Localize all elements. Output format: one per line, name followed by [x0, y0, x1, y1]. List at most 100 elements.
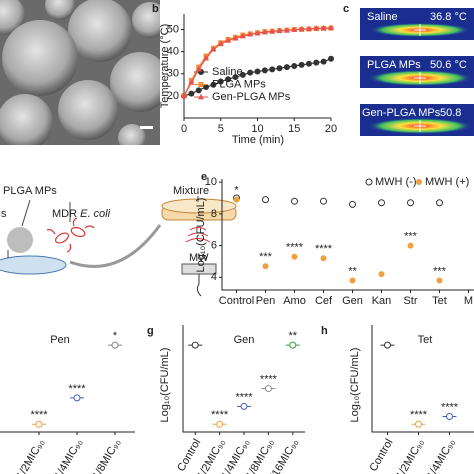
data-point: [188, 79, 195, 85]
data-point: [217, 78, 224, 85]
x-tick-label: 0: [181, 123, 187, 135]
axis: [182, 325, 305, 433]
data-point: [73, 394, 81, 402]
significance-label: ****: [211, 409, 229, 421]
data-point: [283, 27, 290, 33]
diagram-label: s: [1, 208, 7, 220]
data-point: [261, 28, 268, 35]
legend-label: MWH (+): [425, 176, 469, 188]
data-point: [378, 199, 385, 207]
y-tick-label: 4: [211, 271, 217, 283]
y-axis-label: Log₁₀(CFU/mL): [349, 348, 361, 423]
significance-label: ***: [433, 265, 447, 277]
significance-label: ****: [30, 409, 48, 421]
data-point: [436, 199, 443, 207]
y-axis-label: Temperature (°C): [159, 24, 171, 108]
significance-label: ****: [235, 391, 253, 403]
data-point: [276, 27, 283, 34]
x-tick-label: Amo: [283, 295, 306, 307]
data-point: [210, 46, 217, 52]
data-point: [261, 67, 268, 74]
data-point: [298, 61, 305, 68]
x-tick-label: M: [464, 295, 473, 307]
x-tick-label: Str: [403, 295, 417, 307]
x-tick-label: 10: [251, 123, 263, 135]
y-axis-label: Log₁₀(CFU/mL): [159, 348, 171, 423]
significance-label: ****: [410, 409, 428, 421]
data-point: [232, 35, 239, 41]
data-point: [262, 196, 269, 204]
data-point: [378, 271, 385, 278]
significance-label: ****: [441, 401, 459, 413]
data-point: [188, 90, 195, 97]
data-point: [210, 81, 217, 88]
diagram-label: PLGA MPs: [3, 185, 57, 197]
data-point: [225, 37, 232, 43]
thermal-label: Gen-PLGA MPs: [362, 107, 441, 119]
thermal-images: Saline 36.8 °C PLGA MPs 50.6 °C Gen-PLGA…: [360, 8, 474, 136]
data-point: [195, 87, 202, 94]
legend-label: Gen-PLGA MPs: [212, 91, 291, 103]
data-point: [269, 66, 276, 73]
data-point: [313, 25, 320, 31]
significance-label: ***: [259, 251, 273, 263]
x-tick-label: 1/4MIC₉₀: [53, 437, 86, 474]
panel-title: Gen: [234, 334, 255, 346]
data-point: [264, 385, 272, 393]
panel-label: g: [147, 325, 154, 337]
y-tick-label: 30: [167, 68, 179, 80]
diagram-label: MW: [189, 252, 209, 264]
axis: [371, 325, 474, 433]
significance-label: *: [234, 185, 239, 197]
data-point: [217, 40, 224, 47]
y-axis-label: Log₁₀(CFU/mL): [195, 198, 207, 273]
panel-label: b: [152, 3, 159, 15]
thermal-temp: 50.8: [440, 107, 461, 119]
y-tick-label: 50: [167, 23, 179, 35]
data-point: [291, 26, 298, 32]
legend-label: Saline: [212, 66, 243, 78]
legend-label: MWH (-): [375, 176, 417, 188]
data-point: [320, 58, 327, 65]
data-point: [225, 76, 232, 83]
axis: [221, 179, 474, 291]
data-point: [289, 341, 297, 349]
data-point: [247, 31, 254, 37]
data-point: [269, 28, 276, 34]
data-point: [195, 66, 202, 72]
data-point: [254, 68, 261, 75]
diagram-label: E. coli: [80, 208, 111, 220]
data-point: [191, 341, 199, 349]
data-point: [262, 263, 269, 270]
x-tick-label: Control: [219, 295, 254, 307]
x-tick-label: Cef: [315, 295, 333, 307]
legend-marker: [365, 178, 373, 186]
legend-marker: [198, 93, 204, 100]
data-point: [233, 196, 240, 203]
data-point: [291, 63, 298, 69]
data-point: [283, 64, 290, 71]
data-point: [305, 60, 312, 67]
diagram-label: MDR E. coli: [52, 208, 111, 220]
x-axis-label: Time (min): [232, 134, 284, 146]
data-point: [254, 30, 261, 36]
data-point: [415, 420, 422, 428]
data-point: [111, 341, 119, 349]
legend-marker: [416, 179, 422, 185]
x-tick-label: 5: [218, 123, 224, 135]
data-point: [349, 277, 356, 284]
panel-title: Pen: [50, 334, 70, 346]
diagram: PLGA MPs s MDR E. coli Mixture MW: [0, 185, 237, 297]
data-point: [291, 197, 298, 205]
legend-marker: [198, 82, 204, 87]
legend-label: PLGA MPs: [212, 78, 266, 90]
data-point: [320, 197, 327, 205]
y-tick-label: 8: [211, 208, 217, 220]
data-point: [407, 199, 414, 207]
panel-title: Tet: [418, 334, 433, 346]
data-point: [276, 65, 283, 72]
data-point: [313, 59, 320, 66]
significance-label: ****: [286, 242, 304, 254]
data-point: [291, 253, 298, 260]
